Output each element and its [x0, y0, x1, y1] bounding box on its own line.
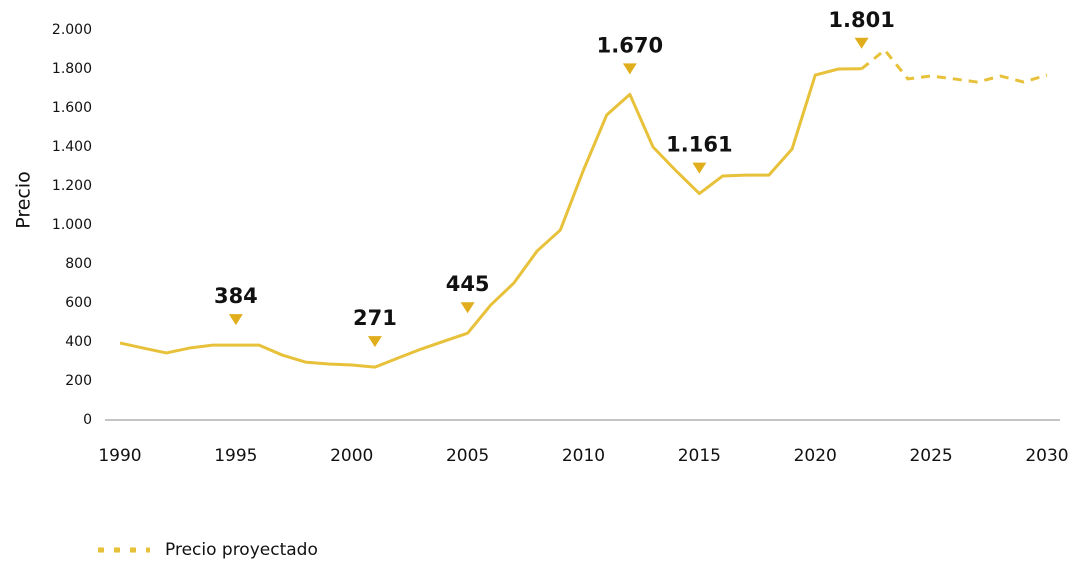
y-tick-label: 400 [65, 334, 92, 350]
annotation-label: 384 [214, 284, 258, 308]
x-tick-label: 2025 [909, 446, 952, 466]
y-tick-label: 600 [65, 295, 92, 311]
y-tick-label: 1.200 [52, 178, 92, 194]
annotation-marker [622, 63, 637, 75]
y-tick-label: 0 [83, 412, 92, 428]
annotation-marker [854, 37, 869, 49]
y-tick-label: 1.400 [52, 139, 92, 155]
annotation-label: 1.801 [828, 8, 894, 32]
y-tick-label: 1.000 [52, 217, 92, 233]
annotation-marker [228, 314, 243, 326]
y-tick-label: 1.800 [52, 61, 92, 77]
line-series [119, 67, 862, 369]
x-tick-label: 2030 [1025, 446, 1068, 466]
annotation-marker [367, 336, 382, 348]
x-tick-label: 2000 [330, 446, 373, 466]
x-tick-label: 2020 [794, 446, 837, 466]
y-tick-label: 2.000 [52, 22, 92, 38]
x-tick-label: 1990 [98, 446, 141, 466]
x-tick-label: 1995 [214, 446, 257, 466]
y-axis-label: Precio [13, 171, 35, 229]
y-tick-label: 800 [65, 256, 92, 272]
annotation-marker [692, 162, 707, 174]
legend-label: Precio proyectado [165, 540, 318, 560]
y-tick-label: 200 [65, 373, 92, 389]
annotation-label: 1.161 [666, 133, 732, 157]
annotation-marker [460, 302, 475, 314]
annotation-label: 445 [446, 272, 490, 296]
annotation-label: 1.670 [597, 33, 663, 57]
x-tick-label: 2015 [678, 446, 721, 466]
annotation-label: 271 [353, 306, 397, 330]
line-series [860, 48, 1048, 84]
x-tick-label: 2010 [562, 446, 605, 466]
y-tick-label: 1.600 [52, 100, 92, 116]
x-tick-label: 2005 [446, 446, 489, 466]
